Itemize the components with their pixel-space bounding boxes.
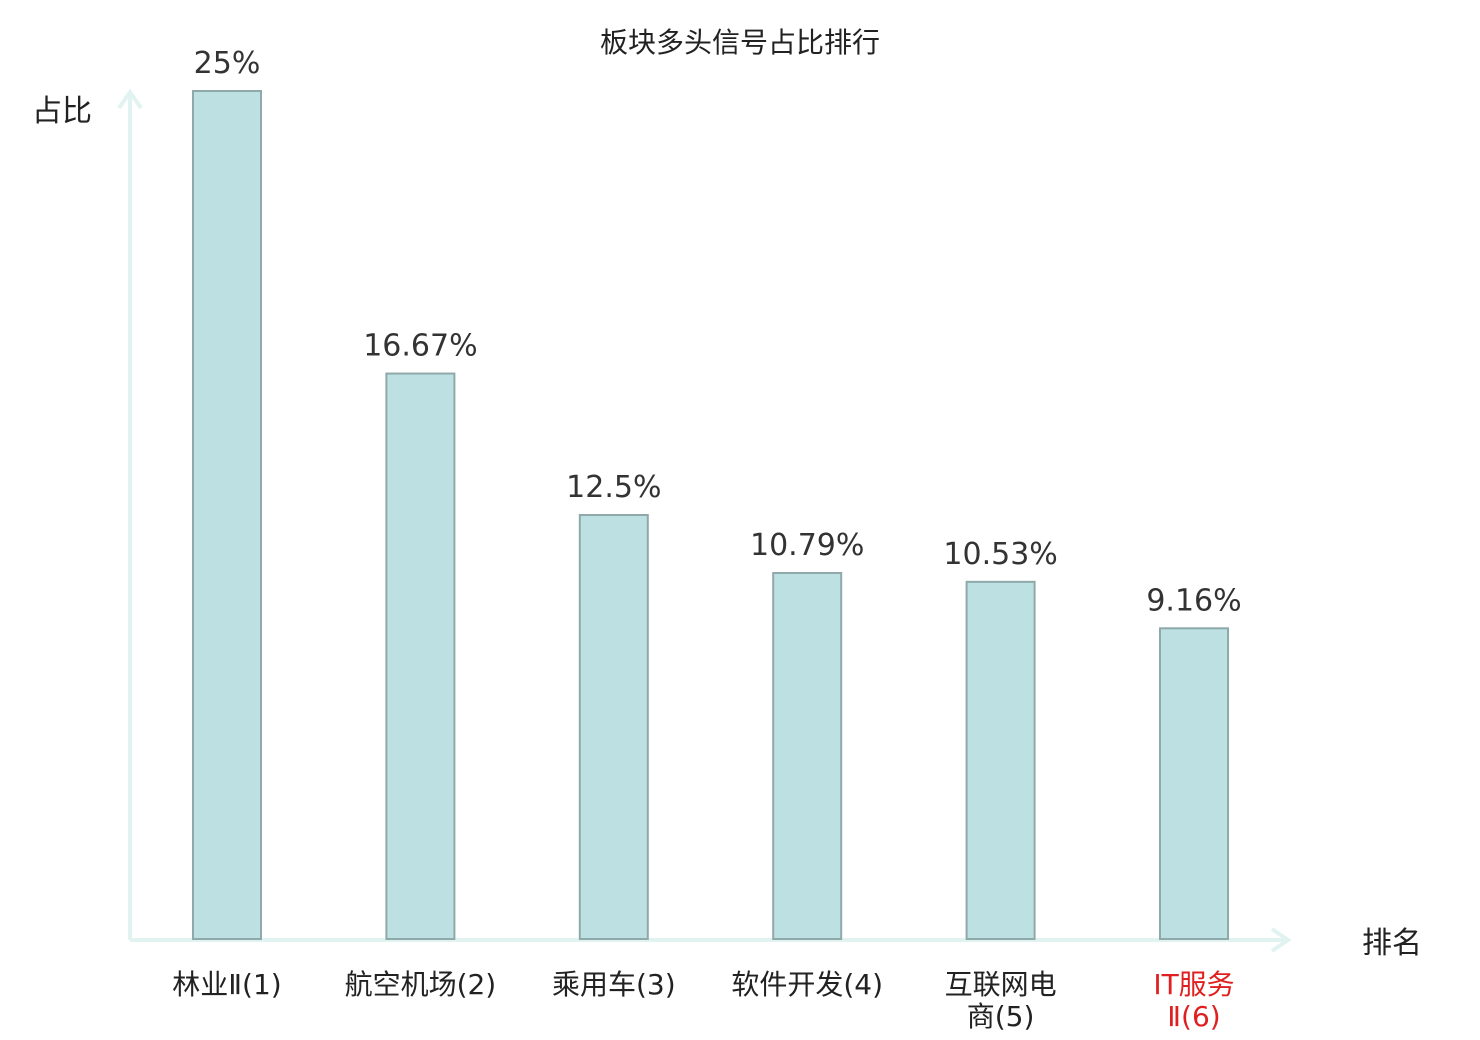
bar-2 [385,372,456,940]
category-label-line: 林业Ⅱ(1) [172,968,281,1001]
bar-5 [965,580,1036,940]
category-label-line: 互联网电 [945,968,1057,1001]
category-labels: 林业Ⅱ(1) 航空机场(2) 乘用车(3) 软件开发(4) 互联网电商(5) IT服务 Ⅱ(… [172,968,1234,1033]
x-axis-label: 排名 [1362,926,1422,961]
category-label-line: 航空机场(2) [345,968,497,1001]
bars [192,90,1229,940]
bar-3 [578,514,649,940]
value-labels: 25% 16.67% 12.5% 10.79% 10.53% 9.16% [194,46,1242,618]
bar-1 [192,90,262,940]
value-label-4: 10.79% [750,528,864,563]
y-axis-label: 占比 [32,94,92,129]
axes [117,88,1292,953]
category-label-line: 商(5) [967,1000,1035,1033]
category-label-line: 软件开发(4) [731,968,883,1001]
value-label-5: 10.53% [943,537,1057,572]
category-label-6: IT服务 Ⅱ(6) [1153,968,1234,1033]
category-label-3: 乘用车(3) [552,968,676,1001]
value-label-2: 16.67% [363,329,477,364]
y-axis-arrow-icon [117,88,143,110]
category-label-5: 互联网电商(5) [945,968,1057,1033]
x-axis-arrow-icon [1270,927,1292,953]
category-label-4: 软件开发(4) [731,968,883,1001]
category-label-2: 航空机场(2) [345,968,497,1001]
category-label-1: 林业Ⅱ(1) [172,968,281,1001]
chart-title: 板块多头信号占比排行 [600,26,880,59]
category-label-line: 乘用车(3) [552,968,676,1001]
value-label-1: 25% [194,46,261,81]
category-label-line: Ⅱ(6) [1167,1000,1220,1033]
bar-6 [1159,627,1229,940]
category-label-line: IT服务 [1153,968,1234,1001]
bar-4 [772,572,843,940]
value-label-6: 9.16% [1146,583,1241,618]
value-label-3: 12.5% [566,470,661,505]
